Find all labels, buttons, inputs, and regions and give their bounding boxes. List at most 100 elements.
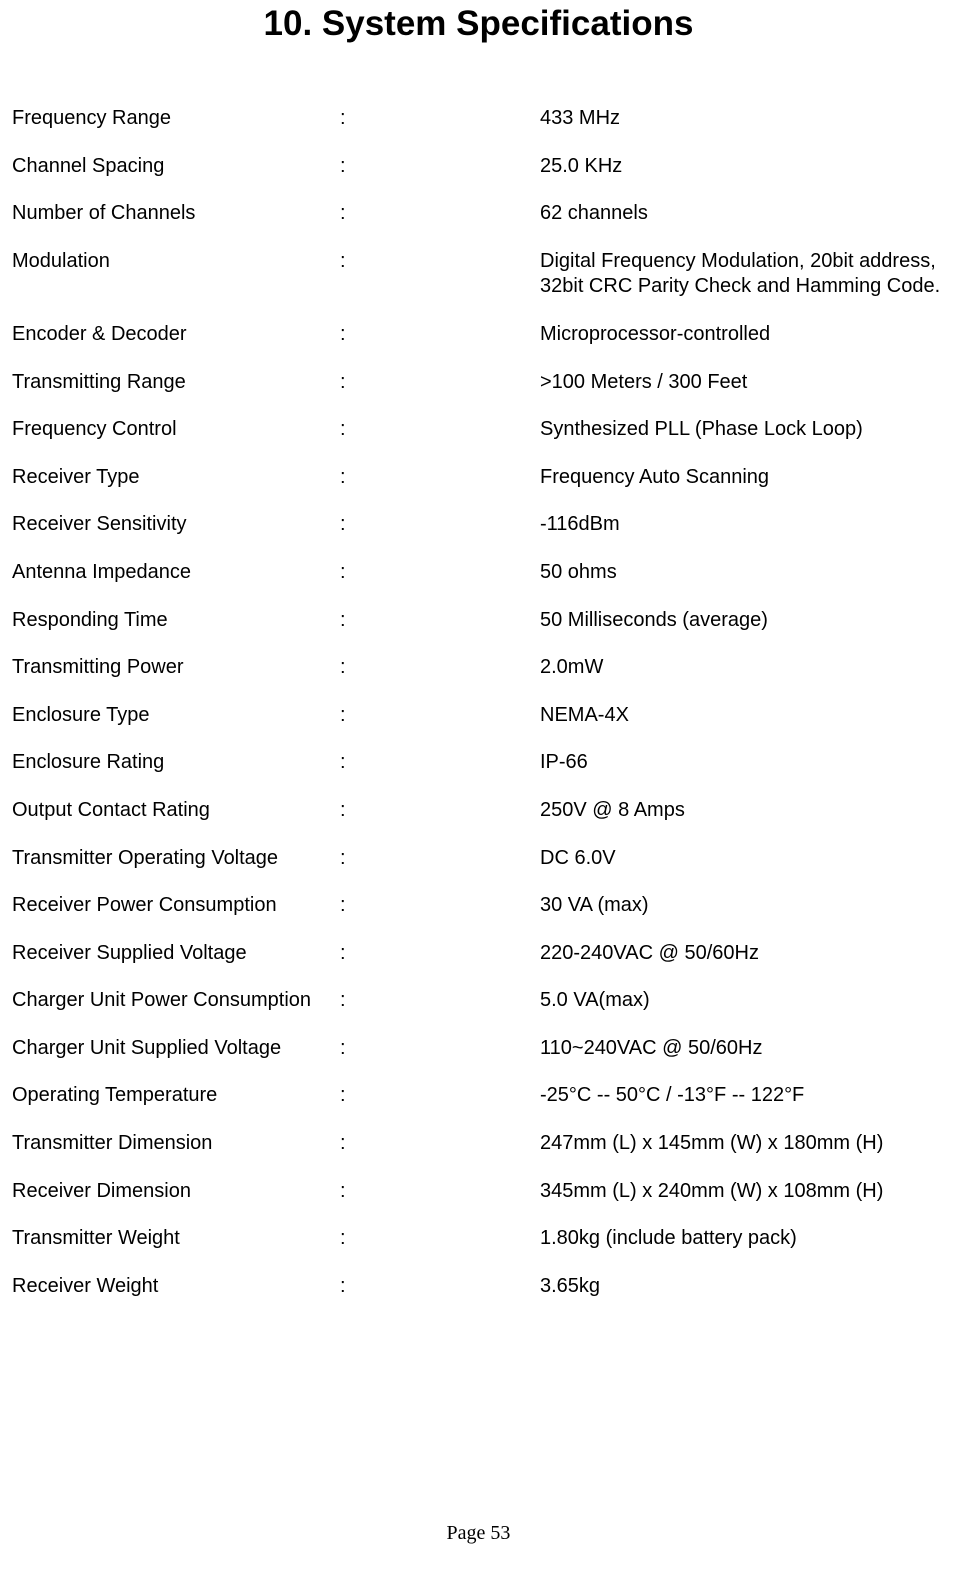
spec-separator: : <box>340 1131 540 1157</box>
spec-row: Antenna Impedance : 50 ohms <box>12 560 945 586</box>
spec-value: Microprocessor-controlled <box>540 322 945 348</box>
spec-separator: : <box>340 322 540 348</box>
spec-row: Receiver Power Consumption : 30 VA (max) <box>12 893 945 919</box>
spec-separator: : <box>340 1036 540 1062</box>
spec-row: Frequency Control : Synthesized PLL (Pha… <box>12 417 945 443</box>
spec-label: Number of Channels <box>12 201 340 227</box>
spec-row: Encoder & Decoder : Microprocessor-contr… <box>12 322 945 348</box>
spec-separator: : <box>340 1179 540 1205</box>
spec-value: 25.0 KHz <box>540 154 945 180</box>
spec-label: Receiver Dimension <box>12 1179 340 1205</box>
spec-value: 62 channels <box>540 201 945 227</box>
spec-value: 50 ohms <box>540 560 945 586</box>
spec-separator: : <box>340 1274 540 1300</box>
spec-separator: : <box>340 512 540 538</box>
spec-label: Enclosure Rating <box>12 750 340 776</box>
spec-row: Number of Channels : 62 channels <box>12 201 945 227</box>
spec-value: 3.65kg <box>540 1274 945 1300</box>
spec-value: -25°C -- 50°C / -13°F -- 122°F <box>540 1083 945 1109</box>
spec-label: Frequency Control <box>12 417 340 443</box>
spec-value: 345mm (L) x 240mm (W) x 108mm (H) <box>540 1179 945 1205</box>
spec-row: Transmitter Operating Voltage : DC 6.0V <box>12 846 945 872</box>
spec-label: Responding Time <box>12 608 340 634</box>
spec-value: >100 Meters / 300 Feet <box>540 370 945 396</box>
spec-separator: : <box>340 703 540 729</box>
spec-value: 30 VA (max) <box>540 893 945 919</box>
spec-label: Transmitting Power <box>12 655 340 681</box>
spec-separator: : <box>340 465 540 491</box>
spec-value: 433 MHz <box>540 106 945 132</box>
spec-label: Receiver Type <box>12 465 340 491</box>
spec-value: -116dBm <box>540 512 945 538</box>
spec-row: Enclosure Type : NEMA-4X <box>12 703 945 729</box>
spec-separator: : <box>340 1083 540 1109</box>
spec-row: Receiver Weight : 3.65kg <box>12 1274 945 1300</box>
spec-separator: : <box>340 154 540 180</box>
spec-separator: : <box>340 201 540 227</box>
spec-label: Enclosure Type <box>12 703 340 729</box>
spec-row: Operating Temperature : -25°C -- 50°C / … <box>12 1083 945 1109</box>
spec-label: Operating Temperature <box>12 1083 340 1109</box>
spec-value: 220-240VAC @ 50/60Hz <box>540 941 945 967</box>
page-title: 10. System Specifications <box>12 4 945 44</box>
spec-separator: : <box>340 750 540 776</box>
spec-separator: : <box>340 106 540 132</box>
page-number: Page 53 <box>0 1522 957 1545</box>
spec-value: Synthesized PLL (Phase Lock Loop) <box>540 417 945 443</box>
spec-separator: : <box>340 560 540 586</box>
spec-row: Frequency Range : 433 MHz <box>12 106 945 132</box>
spec-value: Digital Frequency Modulation, 20bit addr… <box>540 249 945 300</box>
spec-row: Receiver Type : Frequency Auto Scanning <box>12 465 945 491</box>
spec-label: Receiver Weight <box>12 1274 340 1300</box>
spec-label: Charger Unit Supplied Voltage <box>12 1036 340 1062</box>
spec-label: Channel Spacing <box>12 154 340 180</box>
spec-value: IP-66 <box>540 750 945 776</box>
spec-row: Receiver Sensitivity : -116dBm <box>12 512 945 538</box>
spec-separator: : <box>340 988 540 1014</box>
spec-row: Enclosure Rating : IP-66 <box>12 750 945 776</box>
spec-row: Responding Time : 50 Milliseconds (avera… <box>12 608 945 634</box>
spec-separator: : <box>340 370 540 396</box>
spec-row: Transmitter Dimension : 247mm (L) x 145m… <box>12 1131 945 1157</box>
spec-value: 50 Milliseconds (average) <box>540 608 945 634</box>
spec-row: Receiver Dimension : 345mm (L) x 240mm (… <box>12 1179 945 1205</box>
spec-row: Transmitter Weight : 1.80kg (include bat… <box>12 1226 945 1252</box>
spec-value: NEMA-4X <box>540 703 945 729</box>
spec-label: Frequency Range <box>12 106 340 132</box>
spec-value: 2.0mW <box>540 655 945 681</box>
spec-separator: : <box>340 893 540 919</box>
spec-value: 247mm (L) x 145mm (W) x 180mm (H) <box>540 1131 945 1157</box>
spec-label: Output Contact Rating <box>12 798 340 824</box>
spec-separator: : <box>340 655 540 681</box>
spec-row: Transmitting Power : 2.0mW <box>12 655 945 681</box>
page-container: 10. System Specifications Frequency Rang… <box>0 4 957 1299</box>
spec-separator: : <box>340 941 540 967</box>
spec-row: Output Contact Rating : 250V @ 8 Amps <box>12 798 945 824</box>
spec-label: Receiver Power Consumption <box>12 893 340 919</box>
spec-separator: : <box>340 249 540 275</box>
spec-value: DC 6.0V <box>540 846 945 872</box>
spec-label: Modulation <box>12 249 340 275</box>
spec-label: Transmitter Operating Voltage <box>12 846 340 872</box>
spec-value: 1.80kg (include battery pack) <box>540 1226 945 1252</box>
spec-value: 5.0 VA(max) <box>540 988 945 1014</box>
spec-row: Transmitting Range : >100 Meters / 300 F… <box>12 370 945 396</box>
spec-separator: : <box>340 608 540 634</box>
spec-label: Transmitter Weight <box>12 1226 340 1252</box>
spec-row: Channel Spacing : 25.0 KHz <box>12 154 945 180</box>
spec-label: Transmitter Dimension <box>12 1131 340 1157</box>
spec-row: Charger Unit Power Consumption : 5.0 VA(… <box>12 988 945 1014</box>
spec-row: Modulation : Digital Frequency Modulatio… <box>12 249 945 300</box>
spec-value: 250V @ 8 Amps <box>540 798 945 824</box>
spec-label: Transmitting Range <box>12 370 340 396</box>
spec-label: Encoder & Decoder <box>12 322 340 348</box>
spec-row: Charger Unit Supplied Voltage : 110~240V… <box>12 1036 945 1062</box>
spec-separator: : <box>340 846 540 872</box>
spec-label: Charger Unit Power Consumption <box>12 988 340 1014</box>
spec-separator: : <box>340 1226 540 1252</box>
spec-value: Frequency Auto Scanning <box>540 465 945 491</box>
spec-value: 110~240VAC @ 50/60Hz <box>540 1036 945 1062</box>
spec-separator: : <box>340 417 540 443</box>
spec-label: Antenna Impedance <box>12 560 340 586</box>
spec-label: Receiver Sensitivity <box>12 512 340 538</box>
